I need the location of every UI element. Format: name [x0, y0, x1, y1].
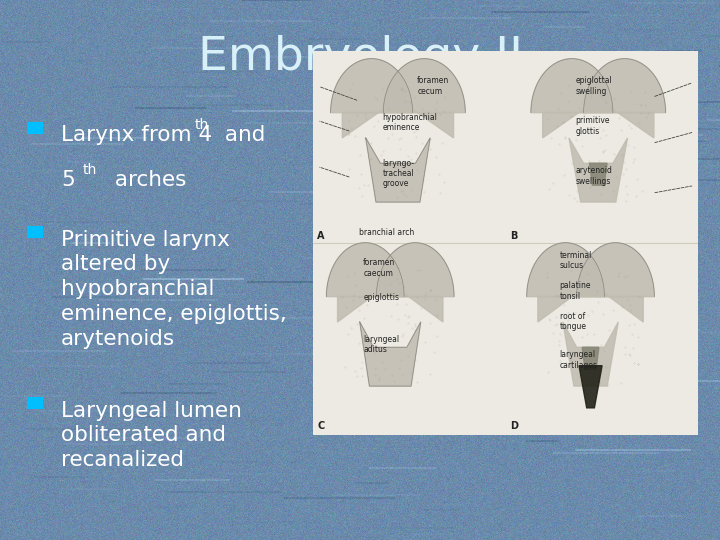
Text: epiglottal
swelling: epiglottal swelling: [575, 76, 612, 96]
Polygon shape: [569, 138, 628, 202]
Text: foramen
cecum: foramen cecum: [417, 76, 449, 96]
Text: D: D: [510, 421, 518, 431]
Polygon shape: [579, 366, 602, 408]
Text: th: th: [83, 163, 97, 177]
Polygon shape: [326, 243, 404, 296]
Text: th: th: [194, 118, 209, 132]
Polygon shape: [366, 138, 430, 202]
Text: epiglottis: epiglottis: [364, 293, 400, 302]
Text: C: C: [317, 421, 324, 431]
FancyBboxPatch shape: [27, 397, 43, 409]
Text: 5: 5: [61, 170, 75, 190]
Text: Primitive larynx
altered by
hypobranchial
eminence, epiglottis,
arytenoids: Primitive larynx altered by hypobranchia…: [61, 230, 287, 349]
Text: arytenoid
swellings: arytenoid swellings: [575, 166, 612, 186]
Text: Laryngeal lumen
obliterated and
recanalized: Laryngeal lumen obliterated and recanali…: [61, 401, 242, 470]
Polygon shape: [563, 322, 618, 386]
FancyBboxPatch shape: [27, 226, 43, 238]
Text: laryngeal
aditus: laryngeal aditus: [364, 335, 400, 354]
Text: foramen
caecum: foramen caecum: [364, 258, 395, 278]
Polygon shape: [383, 59, 465, 113]
Polygon shape: [582, 347, 599, 369]
Text: terminal
sulcus: terminal sulcus: [559, 251, 592, 270]
FancyBboxPatch shape: [27, 122, 43, 134]
Text: root of
tongue: root of tongue: [559, 312, 587, 332]
Text: laryngo-
tracheal
groove: laryngo- tracheal groove: [382, 159, 415, 188]
Text: primitive
glottis: primitive glottis: [575, 117, 610, 136]
Polygon shape: [590, 163, 607, 185]
Polygon shape: [338, 293, 443, 322]
Polygon shape: [330, 59, 413, 113]
Text: Larynx from 4: Larynx from 4: [61, 125, 212, 145]
Text: laryngeal
cartilages: laryngeal cartilages: [559, 350, 598, 370]
Polygon shape: [577, 243, 654, 296]
Polygon shape: [527, 243, 604, 296]
Text: A: A: [317, 231, 325, 241]
Polygon shape: [531, 59, 613, 113]
Polygon shape: [538, 293, 643, 322]
Text: palatine
tonsil: palatine tonsil: [559, 281, 591, 301]
Text: and: and: [218, 125, 266, 145]
Polygon shape: [377, 243, 454, 296]
Polygon shape: [584, 59, 665, 113]
Text: arches: arches: [108, 170, 186, 190]
Text: hypobranchial
eminence: hypobranchial eminence: [382, 113, 438, 132]
Polygon shape: [543, 109, 654, 138]
Polygon shape: [342, 109, 454, 138]
Text: Embryology II: Embryology II: [197, 35, 523, 80]
Polygon shape: [360, 322, 420, 386]
Text: B: B: [510, 231, 517, 241]
Text: branchial arch: branchial arch: [359, 228, 415, 237]
